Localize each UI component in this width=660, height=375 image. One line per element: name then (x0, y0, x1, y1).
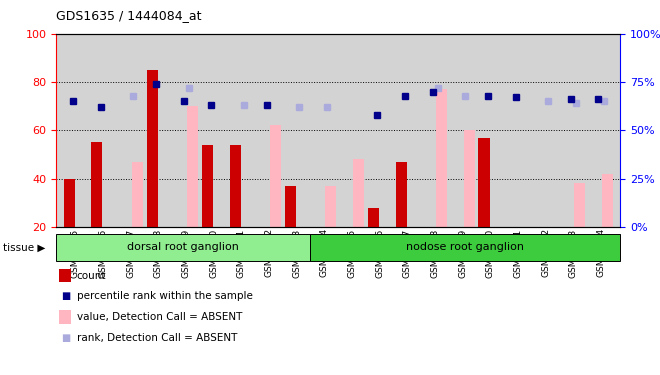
Bar (574, 183, 585, 227)
Bar (310, 234, 620, 261)
Text: value, Detection Call = ABSENT: value, Detection Call = ABSENT (77, 312, 242, 322)
Text: rank, Detection Call = ABSENT: rank, Detection Call = ABSENT (77, 333, 237, 342)
Text: ■: ■ (61, 333, 70, 342)
Bar (187, 106, 198, 227)
Bar (63, 178, 75, 227)
Bar (147, 70, 158, 227)
Bar (56, 234, 310, 261)
Bar (395, 162, 407, 227)
Bar (131, 162, 143, 227)
Bar (325, 186, 337, 227)
Bar (368, 208, 379, 227)
Text: count: count (77, 271, 106, 280)
Text: dorsal root ganglion: dorsal root ganglion (127, 243, 239, 252)
Text: GDS1635 / 1444084_at: GDS1635 / 1444084_at (56, 9, 201, 22)
Bar (230, 145, 241, 227)
Bar (353, 159, 364, 227)
Bar (91, 142, 102, 227)
Text: percentile rank within the sample: percentile rank within the sample (77, 291, 252, 301)
Bar (202, 145, 213, 227)
Bar (602, 174, 613, 227)
Bar (285, 186, 296, 227)
Text: tissue ▶: tissue ▶ (3, 243, 46, 252)
Bar (478, 138, 490, 227)
Text: nodose root ganglion: nodose root ganglion (406, 243, 524, 252)
Text: ■: ■ (61, 291, 70, 301)
Bar (436, 89, 447, 227)
Bar (463, 130, 475, 227)
Bar (270, 126, 281, 227)
